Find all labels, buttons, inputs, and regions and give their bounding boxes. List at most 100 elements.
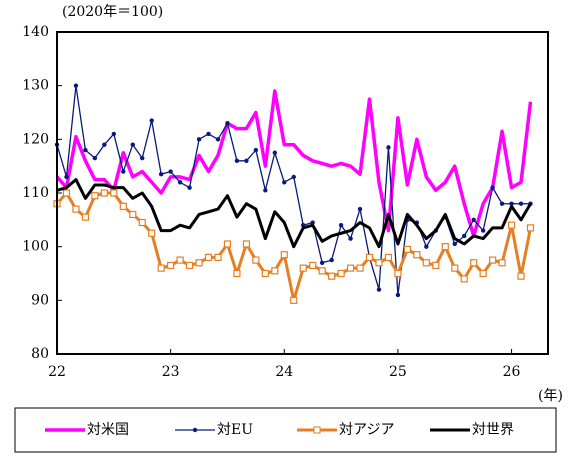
y-tick-label: 140 bbox=[22, 24, 49, 40]
point bbox=[376, 287, 382, 292]
point bbox=[187, 185, 192, 190]
point bbox=[507, 221, 516, 229]
y-tick-label: 80 bbox=[31, 346, 49, 362]
point bbox=[489, 256, 497, 264]
point bbox=[280, 251, 288, 259]
point bbox=[130, 142, 135, 147]
x-tick-label: 25 bbox=[389, 364, 407, 380]
point bbox=[111, 131, 117, 137]
point bbox=[64, 174, 69, 180]
point bbox=[413, 251, 421, 259]
subtitle: (2020年＝100) bbox=[62, 4, 163, 20]
point bbox=[395, 292, 401, 298]
point bbox=[526, 224, 535, 232]
point bbox=[110, 189, 118, 197]
point bbox=[318, 267, 326, 275]
point bbox=[479, 269, 487, 278]
point bbox=[498, 259, 506, 267]
point bbox=[214, 253, 222, 261]
point bbox=[263, 188, 268, 193]
point bbox=[83, 147, 88, 153]
point bbox=[272, 150, 278, 155]
point bbox=[356, 264, 364, 272]
point bbox=[299, 264, 307, 272]
legend-label: 対EU bbox=[217, 422, 253, 438]
legend-label: 対アジア bbox=[339, 422, 394, 438]
point bbox=[157, 264, 165, 272]
point bbox=[204, 253, 213, 261]
point bbox=[185, 261, 194, 270]
point bbox=[509, 201, 514, 206]
legend-marker bbox=[192, 427, 198, 433]
point bbox=[72, 205, 80, 213]
point bbox=[167, 261, 175, 270]
point bbox=[196, 137, 202, 142]
point bbox=[432, 261, 440, 270]
point bbox=[403, 245, 411, 253]
x-axis-label: (年) bbox=[538, 388, 563, 404]
point bbox=[328, 272, 336, 280]
point bbox=[215, 137, 221, 142]
series-line bbox=[55, 89, 533, 238]
y-tick-label: 90 bbox=[31, 292, 49, 308]
point bbox=[348, 236, 353, 241]
point bbox=[452, 241, 457, 247]
point bbox=[149, 118, 154, 123]
point bbox=[329, 257, 334, 263]
point bbox=[470, 259, 478, 267]
point bbox=[261, 269, 269, 278]
point bbox=[148, 229, 156, 237]
point bbox=[91, 192, 99, 200]
point bbox=[223, 240, 232, 248]
legend-box bbox=[14, 407, 557, 453]
point bbox=[518, 201, 524, 206]
series-line bbox=[56, 178, 532, 249]
point bbox=[252, 256, 260, 264]
y-tick-label: 110 bbox=[22, 185, 49, 201]
x-tick-label: 22 bbox=[48, 364, 66, 380]
point bbox=[92, 155, 98, 161]
point bbox=[357, 206, 363, 212]
point bbox=[290, 296, 298, 304]
point bbox=[319, 260, 325, 265]
point bbox=[517, 272, 525, 280]
point bbox=[119, 202, 127, 211]
point bbox=[310, 220, 315, 225]
point bbox=[81, 213, 90, 221]
point bbox=[451, 264, 459, 272]
point bbox=[253, 147, 259, 153]
point bbox=[138, 218, 146, 227]
point bbox=[271, 267, 279, 275]
point bbox=[140, 155, 145, 161]
point bbox=[309, 261, 317, 270]
point bbox=[62, 189, 71, 197]
y-tick-label: 120 bbox=[22, 131, 49, 147]
point bbox=[291, 174, 296, 180]
point bbox=[375, 259, 383, 267]
x-tick-label: 26 bbox=[503, 364, 521, 380]
point bbox=[100, 189, 108, 197]
point bbox=[129, 210, 137, 219]
point bbox=[394, 269, 402, 278]
y-tick-label: 100 bbox=[22, 239, 49, 255]
point bbox=[206, 131, 211, 137]
legend-label: 対米国 bbox=[87, 422, 129, 438]
point bbox=[244, 158, 249, 163]
point bbox=[234, 158, 240, 163]
point bbox=[121, 169, 126, 174]
point bbox=[471, 217, 476, 223]
point bbox=[73, 83, 79, 88]
legend-marker bbox=[313, 426, 321, 434]
y-tick-label: 130 bbox=[22, 78, 49, 94]
point bbox=[386, 145, 391, 150]
plot-frame bbox=[56, 31, 549, 355]
point bbox=[499, 201, 505, 206]
point bbox=[233, 269, 241, 278]
x-tick-label: 24 bbox=[275, 364, 293, 380]
point bbox=[176, 256, 184, 264]
point bbox=[195, 259, 203, 267]
point bbox=[460, 275, 468, 283]
point bbox=[242, 240, 250, 248]
point bbox=[102, 142, 107, 147]
